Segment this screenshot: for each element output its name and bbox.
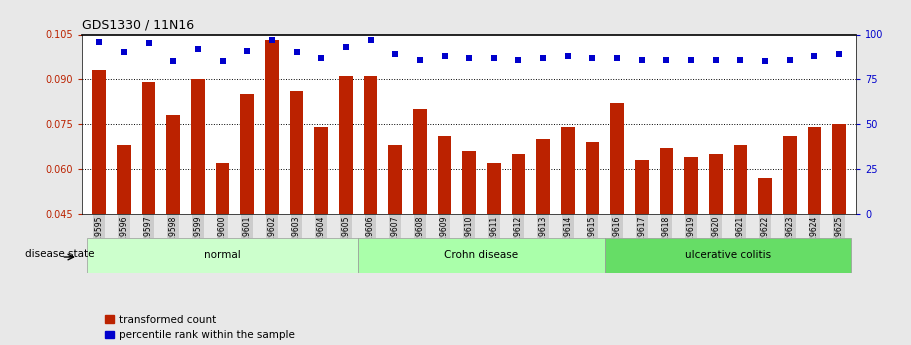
Point	[660, 57, 674, 62]
Bar	[635, 160, 649, 214]
Bar	[808, 127, 821, 214]
Point	[536, 55, 550, 61]
Text: GDS1330 / 11N16: GDS1330 / 11N16	[82, 19, 194, 32]
Bar	[758, 178, 772, 214]
Bar	[733, 145, 747, 214]
Legend: transformed count, percentile rank within the sample: transformed count, percentile rank withi…	[106, 315, 295, 340]
Bar	[339, 76, 353, 214]
FancyBboxPatch shape	[605, 238, 852, 273]
Point	[462, 55, 476, 61]
Bar	[388, 145, 402, 214]
FancyBboxPatch shape	[87, 238, 358, 273]
Point	[92, 39, 107, 45]
Text: Crohn disease: Crohn disease	[445, 250, 518, 260]
Bar	[93, 70, 106, 214]
Point	[314, 55, 329, 61]
Bar	[512, 154, 526, 214]
Point	[832, 51, 846, 57]
Point	[609, 55, 624, 61]
Point	[264, 37, 279, 43]
Point	[758, 59, 773, 64]
Bar	[363, 76, 377, 214]
Point	[634, 57, 649, 62]
Bar	[241, 94, 254, 214]
FancyBboxPatch shape	[358, 238, 605, 273]
Bar	[610, 103, 624, 214]
Point	[339, 44, 353, 50]
Bar	[437, 136, 451, 214]
Point	[363, 37, 378, 43]
Point	[733, 57, 748, 62]
Bar	[118, 145, 130, 214]
Point	[486, 55, 501, 61]
Text: ulcerative colitis: ulcerative colitis	[685, 250, 772, 260]
Point	[511, 57, 526, 62]
Bar	[783, 136, 796, 214]
Bar	[684, 157, 698, 214]
Bar	[290, 91, 303, 214]
Point	[585, 55, 599, 61]
Point	[437, 53, 452, 59]
Point	[684, 57, 699, 62]
Bar	[463, 151, 476, 214]
Bar	[487, 163, 501, 214]
Bar	[413, 109, 426, 214]
Text: disease state: disease state	[25, 249, 94, 258]
Bar	[561, 127, 575, 214]
Bar	[167, 115, 180, 214]
Bar	[660, 148, 673, 214]
Point	[709, 57, 723, 62]
Point	[215, 59, 230, 64]
Point	[240, 48, 254, 53]
Bar	[191, 79, 205, 214]
Point	[388, 51, 403, 57]
Point	[560, 53, 575, 59]
Point	[807, 53, 822, 59]
Bar	[265, 40, 279, 214]
Text: normal: normal	[204, 250, 241, 260]
Point	[141, 41, 156, 46]
Point	[290, 50, 304, 55]
Bar	[314, 127, 328, 214]
Point	[783, 57, 797, 62]
Point	[190, 46, 205, 52]
Bar	[833, 124, 845, 214]
Point	[166, 59, 180, 64]
Bar	[216, 163, 230, 214]
Bar	[586, 142, 599, 214]
Bar	[537, 139, 550, 214]
Bar	[709, 154, 722, 214]
Point	[413, 57, 427, 62]
Bar	[142, 82, 156, 214]
Point	[117, 50, 131, 55]
